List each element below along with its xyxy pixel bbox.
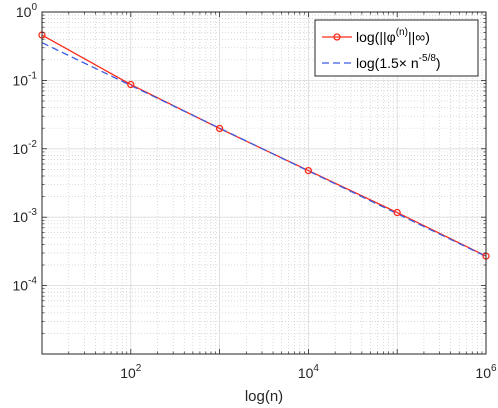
- major-grid: [42, 12, 486, 354]
- legend-label-series-1-sup: (n): [396, 27, 408, 38]
- x-tick-label-0: 102: [120, 363, 142, 381]
- x-axis-label: log(n): [245, 388, 283, 405]
- legend-label-series-2-sup: -5/8: [419, 53, 437, 64]
- legend-label-series-1: log(||φ(n)||∞): [356, 27, 430, 45]
- series-1-point-1: [127, 80, 135, 89]
- y-tick-label-1: 10-1: [13, 70, 38, 88]
- y-tick-label-3: 10-3: [13, 207, 38, 225]
- legend-label-series-2-tail: ): [436, 55, 441, 71]
- plot-frame: [41, 11, 487, 355]
- y-tick-labels: 100 10-1 10-2 10-3 10-4: [13, 2, 38, 294]
- series-1-point-4: [393, 208, 401, 217]
- series-1-point-2: [215, 124, 224, 133]
- y-tick-label-4: 10-4: [13, 276, 38, 294]
- x-tick-labels: 102 104 106: [120, 363, 497, 381]
- legend: log(||φ(n)||∞) log(1.5× n-5/8): [314, 19, 479, 77]
- series-line-2: [41, 42, 487, 258]
- legend-label-series-1-main: log(||φ: [356, 29, 396, 45]
- x-tick-label-1: 104: [298, 363, 320, 381]
- legend-marker-series-1: [333, 33, 341, 41]
- x-tick-label-2: 106: [475, 363, 497, 381]
- y-tick-label-0: 100: [16, 2, 38, 20]
- legend-label-series-1-tail: ||∞): [408, 29, 430, 45]
- y-tick-label-2: 10-2: [13, 139, 38, 157]
- legend-label-series-2-main: log(1.5× n: [356, 55, 419, 71]
- axis-ticks: [41, 11, 487, 355]
- legend-label-series-2: log(1.5× n-5/8): [356, 53, 441, 71]
- legend-box: [314, 19, 479, 77]
- series-1-point-3: [304, 166, 313, 175]
